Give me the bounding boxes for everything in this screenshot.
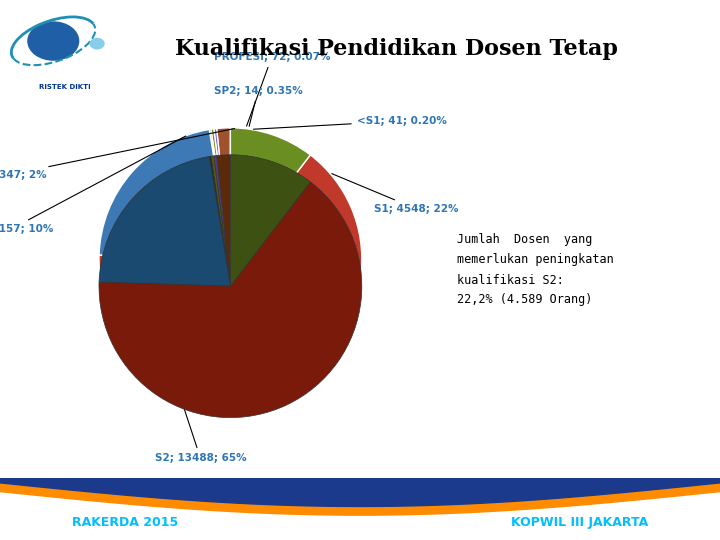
Wedge shape — [99, 130, 230, 259]
Text: SP2; 14; 0.35%: SP2; 14; 0.35% — [214, 86, 302, 126]
Text: Kualifikasi Pendidikan Dosen Tetap: Kualifikasi Pendidikan Dosen Tetap — [174, 38, 618, 60]
Wedge shape — [210, 129, 230, 259]
Text: KOPWIL III JAKARTA: KOPWIL III JAKARTA — [510, 516, 648, 529]
Text: PROFESI; 72; 0.07%: PROFESI; 72; 0.07% — [214, 52, 330, 126]
Text: SP1; 347; 2%: SP1; 347; 2% — [0, 129, 235, 180]
Wedge shape — [214, 156, 230, 286]
Text: Jumlah  Dosen  yang
memerlukan peningkatan
kualifikasi S2:
22,2% (4.589 Orang): Jumlah Dosen yang memerlukan peningkatan… — [457, 233, 614, 307]
Text: <S1; 41; 0.20%: <S1; 41; 0.20% — [253, 116, 446, 129]
Wedge shape — [210, 156, 230, 286]
Wedge shape — [214, 129, 230, 259]
Wedge shape — [211, 156, 230, 286]
Wedge shape — [99, 157, 230, 286]
Circle shape — [90, 38, 104, 49]
Wedge shape — [99, 182, 362, 417]
Wedge shape — [217, 155, 230, 286]
Text: RISTEK DIKTI: RISTEK DIKTI — [39, 84, 91, 90]
Text: RAKERDA 2015: RAKERDA 2015 — [72, 516, 179, 529]
Text: S2; 13488; 65%: S2; 13488; 65% — [155, 381, 246, 463]
Text: S1; 4548; 22%: S1; 4548; 22% — [332, 174, 458, 214]
Wedge shape — [99, 155, 362, 390]
Text: S3; 2157; 10%: S3; 2157; 10% — [0, 136, 186, 234]
Circle shape — [28, 22, 78, 60]
Wedge shape — [230, 155, 310, 286]
Wedge shape — [211, 129, 230, 259]
Wedge shape — [217, 128, 230, 259]
Wedge shape — [230, 128, 310, 259]
